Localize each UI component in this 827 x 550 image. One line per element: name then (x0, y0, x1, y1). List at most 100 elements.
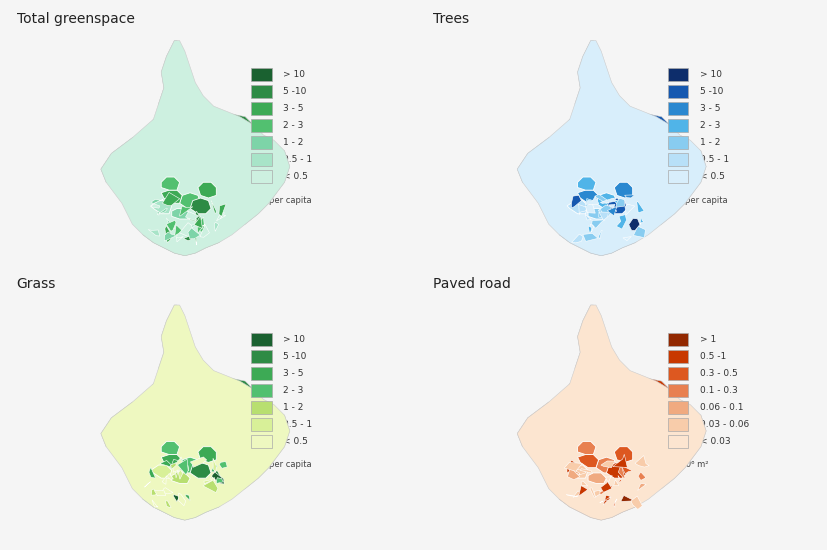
Polygon shape (219, 461, 227, 469)
Polygon shape (624, 204, 634, 216)
Polygon shape (598, 205, 610, 216)
Polygon shape (160, 460, 173, 468)
Polygon shape (124, 153, 153, 182)
Polygon shape (613, 480, 618, 486)
Polygon shape (634, 455, 648, 467)
Polygon shape (143, 119, 213, 232)
Polygon shape (615, 199, 624, 207)
Polygon shape (101, 138, 148, 182)
FancyBboxPatch shape (251, 417, 272, 431)
Polygon shape (170, 459, 188, 471)
Polygon shape (558, 119, 629, 232)
Polygon shape (143, 483, 227, 520)
Polygon shape (151, 199, 163, 204)
FancyBboxPatch shape (667, 153, 687, 166)
Polygon shape (620, 496, 633, 502)
Polygon shape (581, 481, 587, 486)
Polygon shape (143, 384, 213, 497)
FancyBboxPatch shape (667, 384, 687, 397)
Polygon shape (612, 454, 627, 467)
Polygon shape (212, 472, 224, 484)
Polygon shape (137, 119, 164, 161)
Polygon shape (151, 201, 171, 214)
Text: < 0.03: < 0.03 (699, 437, 729, 446)
Polygon shape (189, 224, 197, 229)
Text: × 10⁶ m²: × 10⁶ m² (671, 460, 708, 470)
Text: 2 - 3: 2 - 3 (283, 121, 304, 130)
Polygon shape (577, 442, 595, 454)
FancyBboxPatch shape (667, 68, 687, 81)
Polygon shape (585, 199, 592, 207)
Polygon shape (194, 223, 197, 225)
FancyBboxPatch shape (251, 367, 272, 380)
Polygon shape (179, 206, 193, 216)
Text: 5 -10: 5 -10 (283, 351, 307, 361)
Polygon shape (199, 225, 209, 237)
Polygon shape (517, 41, 705, 256)
Polygon shape (216, 478, 223, 483)
Polygon shape (101, 41, 289, 256)
Polygon shape (574, 41, 640, 167)
FancyBboxPatch shape (251, 85, 272, 98)
Text: 0.5 - 1: 0.5 - 1 (699, 155, 728, 164)
Polygon shape (159, 305, 224, 431)
Polygon shape (190, 463, 211, 478)
Polygon shape (612, 499, 616, 508)
Polygon shape (605, 475, 611, 483)
Polygon shape (148, 229, 160, 236)
Polygon shape (608, 205, 616, 211)
Polygon shape (576, 469, 585, 475)
Polygon shape (151, 465, 171, 478)
Polygon shape (166, 474, 173, 479)
Polygon shape (144, 482, 151, 487)
Polygon shape (188, 218, 200, 222)
Polygon shape (151, 204, 160, 208)
Polygon shape (179, 192, 200, 208)
Polygon shape (101, 305, 289, 520)
Polygon shape (149, 467, 155, 478)
Polygon shape (157, 211, 160, 215)
Polygon shape (165, 500, 171, 508)
Polygon shape (124, 418, 153, 447)
Polygon shape (170, 463, 176, 469)
Polygon shape (210, 477, 215, 481)
Polygon shape (198, 447, 216, 463)
Polygon shape (166, 218, 175, 229)
Polygon shape (617, 475, 621, 482)
Polygon shape (585, 203, 595, 213)
Polygon shape (517, 138, 564, 182)
Text: m² per capita: m² per capita (255, 196, 311, 205)
Text: Paved road: Paved road (433, 277, 510, 291)
Polygon shape (162, 192, 179, 206)
Polygon shape (216, 212, 226, 221)
Text: > 10: > 10 (283, 334, 305, 344)
FancyBboxPatch shape (251, 384, 272, 397)
Polygon shape (184, 494, 190, 500)
Polygon shape (155, 140, 213, 211)
Text: 0.5 -1: 0.5 -1 (699, 351, 725, 361)
Polygon shape (566, 465, 587, 478)
Text: < 0.5: < 0.5 (699, 172, 724, 181)
Polygon shape (227, 164, 269, 198)
Polygon shape (600, 481, 611, 492)
Text: Trees: Trees (433, 12, 468, 26)
Polygon shape (203, 481, 218, 493)
Polygon shape (194, 234, 197, 245)
Text: Total greenspace: Total greenspace (17, 12, 134, 26)
FancyBboxPatch shape (251, 136, 272, 149)
Polygon shape (213, 114, 253, 140)
Text: 5 -10: 5 -10 (283, 87, 307, 96)
Polygon shape (602, 495, 609, 505)
Polygon shape (197, 224, 205, 233)
Polygon shape (630, 496, 642, 509)
FancyBboxPatch shape (667, 333, 687, 345)
FancyBboxPatch shape (667, 400, 687, 414)
Polygon shape (161, 177, 179, 190)
Polygon shape (203, 480, 212, 484)
Polygon shape (628, 218, 639, 230)
Polygon shape (553, 384, 580, 426)
Polygon shape (600, 461, 614, 468)
Polygon shape (177, 469, 183, 479)
Polygon shape (587, 473, 605, 483)
FancyBboxPatch shape (667, 434, 687, 448)
